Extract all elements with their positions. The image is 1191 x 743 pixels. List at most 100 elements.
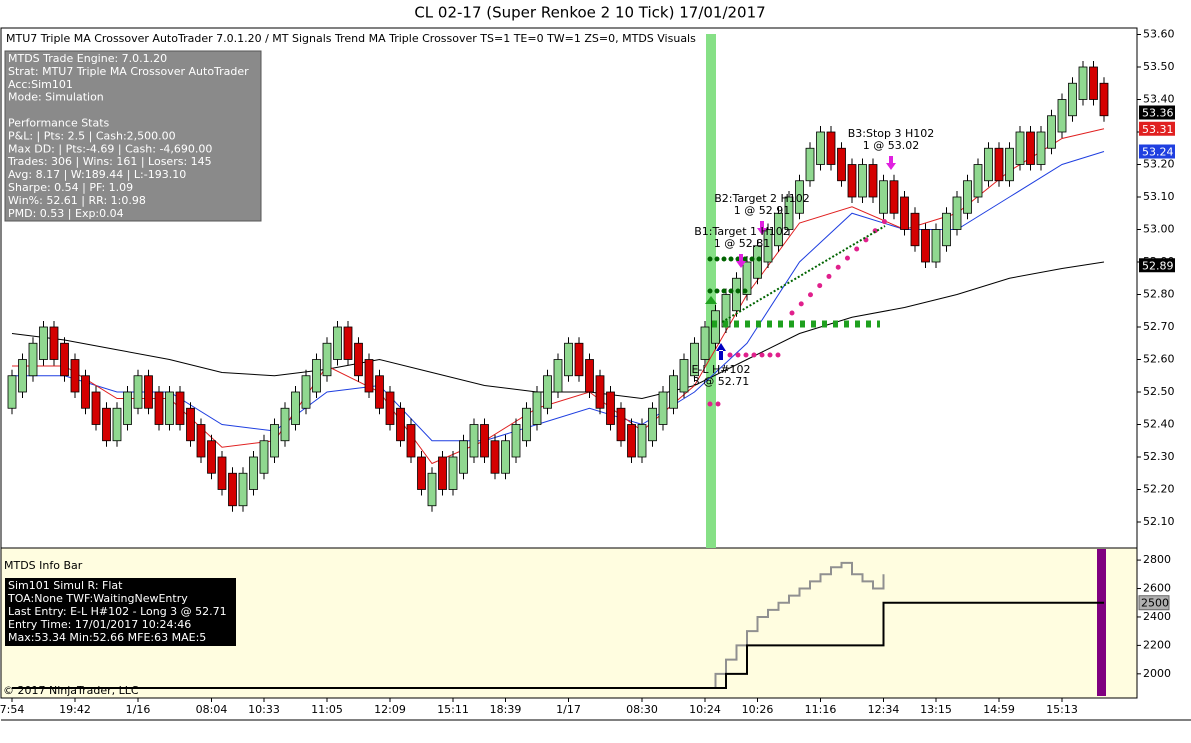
candle xyxy=(28,342,38,377)
candle xyxy=(1057,99,1067,133)
candle xyxy=(984,147,993,182)
trade-annotation: B3:Stop 3 H102 xyxy=(848,127,935,140)
y-tick-label: 52.40 xyxy=(1143,418,1175,431)
candle xyxy=(994,147,1004,182)
candle xyxy=(879,180,888,214)
info-line: Sim101 Simul R: Flat xyxy=(8,579,123,592)
y-tick-label: 53.20 xyxy=(1143,158,1175,171)
candle xyxy=(301,375,311,409)
candle xyxy=(60,342,69,377)
price-marker-label: 53.36 xyxy=(1142,107,1174,120)
candle xyxy=(690,342,699,377)
candle xyxy=(511,424,521,458)
entry-arrow xyxy=(705,296,717,304)
signals xyxy=(705,156,896,407)
x-tick-label: 1/16 xyxy=(126,703,151,716)
candle xyxy=(385,391,395,425)
candle xyxy=(700,326,710,360)
candle xyxy=(312,359,321,393)
price-marker xyxy=(1139,105,1175,120)
y-tick-label: 52.20 xyxy=(1143,483,1175,496)
candle xyxy=(648,407,657,442)
candle xyxy=(396,407,405,442)
candle xyxy=(616,407,626,442)
candle xyxy=(448,456,458,490)
candle xyxy=(1078,66,1088,100)
candle xyxy=(18,359,27,393)
y-tick-label: 2200 xyxy=(1143,638,1171,651)
x-tick-label: 14:59 xyxy=(983,703,1015,716)
candle xyxy=(154,391,164,425)
candle xyxy=(574,342,584,377)
candle xyxy=(322,342,332,377)
x-tick-label: 11:05 xyxy=(311,703,343,716)
panel-title: MTDS Info Bar xyxy=(4,559,83,572)
info-box xyxy=(5,578,236,646)
y-tick-label: 52.10 xyxy=(1143,515,1175,528)
candle xyxy=(963,180,972,214)
price-marker xyxy=(1139,258,1175,273)
candle xyxy=(354,342,363,377)
x-tick-label: 7:54 xyxy=(0,703,24,716)
candle xyxy=(39,326,48,360)
info-line: Max:53.34 Min:52.66 MFE:63 MAE:5 xyxy=(8,631,206,644)
price-marker xyxy=(1139,144,1175,159)
candle xyxy=(228,472,237,507)
candle xyxy=(459,440,468,474)
y-tick-label: 53.50 xyxy=(1143,60,1175,73)
info-line: Acc:Sim101 xyxy=(8,78,73,91)
candle xyxy=(627,424,636,458)
trade-annotation: B2:Target 2 H102 xyxy=(714,192,810,205)
session-bar xyxy=(1097,549,1106,696)
info-line: Performance Stats xyxy=(8,117,110,130)
trade-annotation: E-L H#102 xyxy=(691,363,750,376)
candle xyxy=(1036,131,1046,165)
trail-dots xyxy=(789,218,888,316)
candle xyxy=(595,375,605,409)
candle xyxy=(522,407,531,442)
candle xyxy=(490,440,500,474)
candle xyxy=(175,391,185,425)
candle xyxy=(910,212,920,247)
candle xyxy=(81,375,90,409)
x-tick-label: 18:39 xyxy=(490,703,522,716)
indicator-line xyxy=(705,561,885,690)
candle xyxy=(805,147,815,182)
candle xyxy=(7,375,17,409)
info-line: TOA:None TWF:WaitingNewEntry xyxy=(7,592,188,605)
x-tick-label: 15:11 xyxy=(437,703,469,716)
trade-annotation: 1 @ 52.91 xyxy=(734,204,790,217)
trend-dots xyxy=(721,225,886,323)
indicator-line xyxy=(12,601,1104,690)
candle xyxy=(868,164,878,198)
candle xyxy=(816,131,825,165)
y-tick-label: 53.10 xyxy=(1143,190,1175,203)
copyright: © 2017 NinjaTrader, LLC xyxy=(3,684,139,697)
candle xyxy=(669,375,678,409)
window-title: CL 02-17 (Super Renkoe 2 10 Tick) 17/01/… xyxy=(414,4,765,22)
candle xyxy=(280,407,290,442)
candle xyxy=(112,407,122,442)
candle xyxy=(606,391,615,425)
candle xyxy=(742,261,752,295)
y-tick-label: 52.80 xyxy=(1143,288,1175,301)
x-tick-label: 08:30 xyxy=(626,703,658,716)
x-tick-label: 19:42 xyxy=(59,703,91,716)
candle xyxy=(1089,66,1098,100)
y-tick-label: 53.40 xyxy=(1143,93,1175,106)
candle xyxy=(207,440,216,474)
buy-arrow xyxy=(716,343,726,360)
candle xyxy=(973,164,983,198)
x-tick-label: 10:33 xyxy=(248,703,280,716)
x-tick-label: 13:15 xyxy=(920,703,952,716)
x-tick-label: 11:16 xyxy=(805,703,837,716)
y-tick-label: 2000 xyxy=(1143,667,1171,680)
price-marker-label: 52.89 xyxy=(1142,259,1174,272)
candle xyxy=(763,229,773,263)
candle xyxy=(952,196,962,230)
x-tick-label: 10:26 xyxy=(742,703,774,716)
candle xyxy=(270,424,279,458)
trade-annotation: 3 @ 52.71 xyxy=(693,375,749,388)
candle xyxy=(91,391,101,425)
candle xyxy=(1005,147,1014,182)
